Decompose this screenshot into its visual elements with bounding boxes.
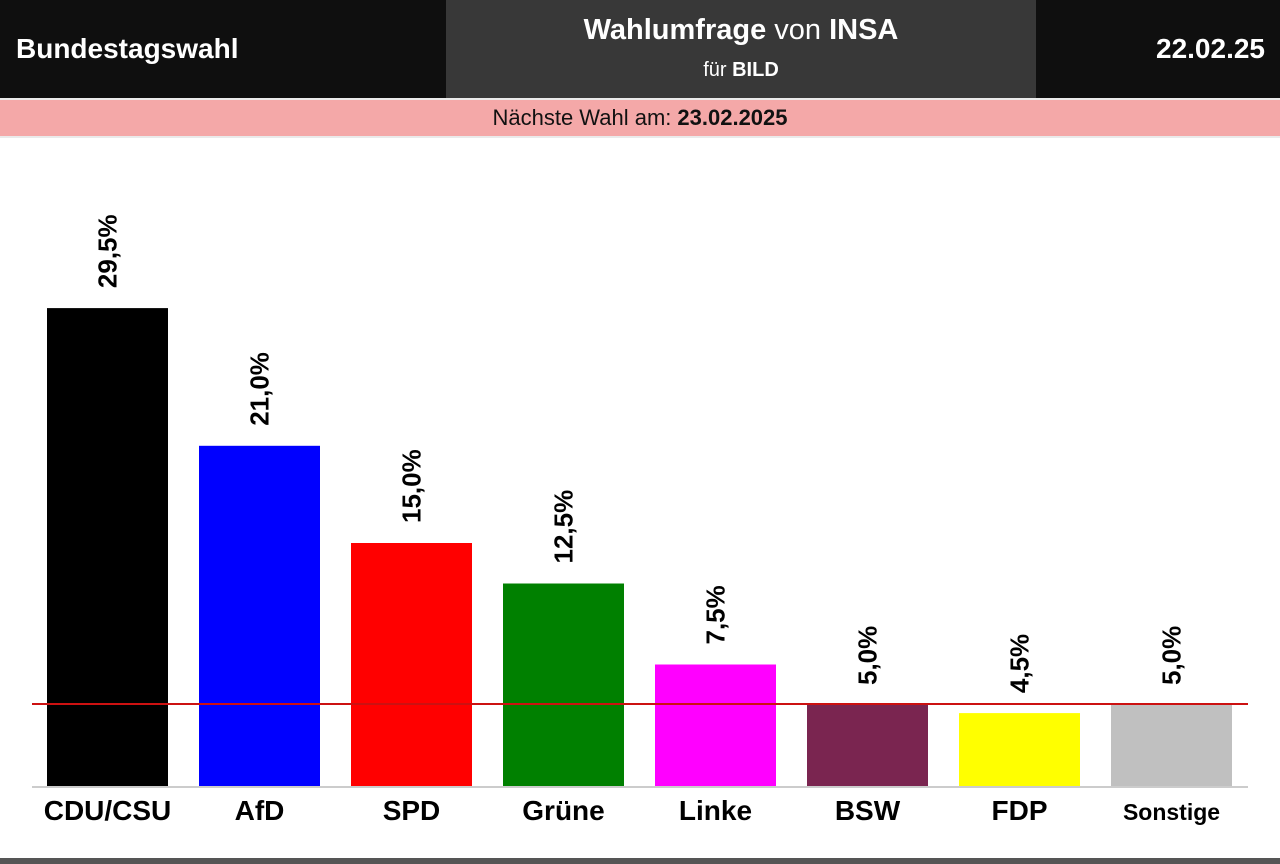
- bar-cdu-csu: [47, 308, 168, 786]
- header-left-title: Bundestagswahl: [0, 0, 446, 98]
- poll-title-connector: von: [774, 14, 822, 46]
- bottom-border: [0, 858, 1280, 864]
- category-label: Linke: [679, 795, 752, 826]
- category-label: AfD: [235, 795, 285, 826]
- bar-sonstige: [1111, 705, 1232, 786]
- category-label: Sonstige: [1123, 799, 1220, 825]
- bar-fdp: [959, 713, 1080, 786]
- poll-title-bold: Wahlumfrage: [583, 14, 767, 46]
- header-center: Wahlumfrage von INSA für BILD: [446, 0, 1036, 98]
- value-label: 29,5%: [93, 214, 123, 288]
- bar-linke: [655, 664, 776, 786]
- poll-subtitle: für BILD: [446, 59, 1036, 82]
- poll-client: BILD: [732, 59, 779, 81]
- value-label: 5,0%: [853, 626, 883, 685]
- next-election-label: Nächste Wahl am:: [492, 105, 672, 130]
- category-label: Grüne: [522, 795, 604, 826]
- value-label: 21,0%: [245, 352, 275, 426]
- election-title: Bundestagswahl: [16, 33, 239, 64]
- value-label: 7,5%: [701, 585, 731, 644]
- bar-bsw: [807, 705, 928, 786]
- category-label: CDU/CSU: [44, 795, 172, 826]
- bar-afd: [199, 445, 320, 786]
- category-label: BSW: [835, 795, 901, 826]
- bar-spd: [351, 543, 472, 786]
- bar-gr-ne: [503, 583, 624, 786]
- value-label: 12,5%: [549, 490, 579, 564]
- poll-bar-chart: 29,5% CDU/CSU 21,0% AfD 15,0% SPD 12,5% Grüne 7,…: [32, 214, 1248, 826]
- category-label: FDP: [992, 795, 1048, 826]
- value-label: 15,0%: [397, 449, 427, 523]
- category-label: SPD: [383, 795, 441, 826]
- value-label: 5,0%: [1157, 626, 1187, 685]
- value-label: 4,5%: [1005, 634, 1035, 693]
- poll-date: 22.02.25: [1156, 33, 1265, 64]
- next-election-bar: Nächste Wahl am: 23.02.2025: [0, 98, 1280, 138]
- poll-title: Wahlumfrage von INSA: [446, 14, 1036, 47]
- next-election-date: 23.02.2025: [677, 105, 788, 130]
- header-date: 22.02.25: [1036, 0, 1280, 98]
- poll-subtitle-prefix: für: [703, 59, 727, 81]
- poll-institute: INSA: [829, 14, 899, 46]
